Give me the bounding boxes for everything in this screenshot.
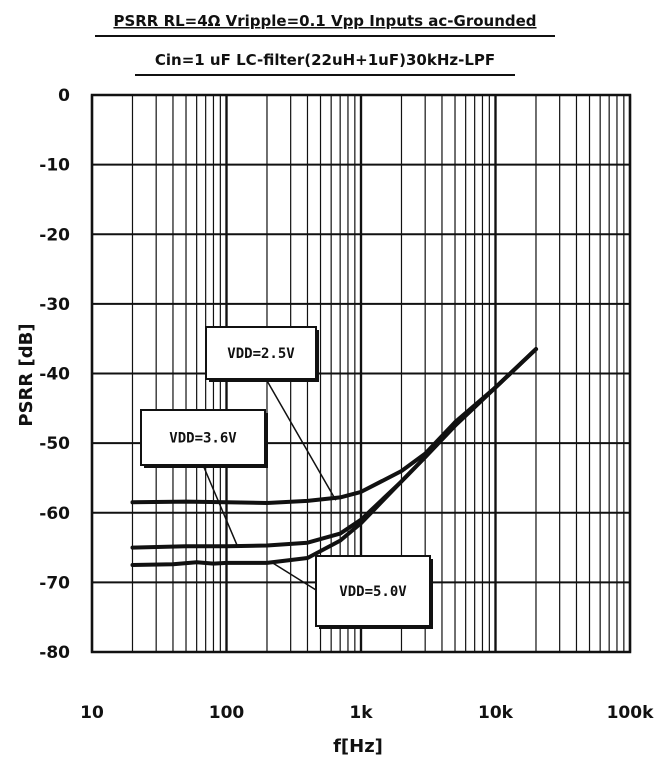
x-tick-label: 1k: [349, 703, 373, 723]
annotation-label: VDD=5.0V: [339, 584, 407, 600]
annotation-leader: [202, 464, 238, 546]
y-tick-label: 0: [58, 86, 70, 106]
annotation-leader: [265, 378, 337, 501]
annotation-box: [140, 409, 266, 466]
x-tick-label: 100k: [607, 703, 654, 723]
chart-title: PSRR RL=4Ω Vripple=0.1 Vpp Inputs ac-Gro…: [113, 12, 536, 30]
x-tick-label: 10: [80, 703, 104, 723]
annotation-label: VDD=3.6V: [169, 431, 237, 447]
annotation-leader: [272, 562, 317, 591]
y-tick-label: -80: [39, 643, 70, 663]
y-tick-label: -30: [39, 295, 70, 315]
annotation-callout: VDD=5.0V: [272, 555, 433, 629]
tick-labels: 0 -10 -20 -30 -40 -50 -60 -70 -80 10 100 1k 10k 100k: [39, 86, 654, 723]
series-lines: [130, 347, 538, 567]
x-tick-label: 10k: [478, 703, 514, 723]
y-tick-label: -70: [39, 573, 70, 593]
chart-subtitle: Cin=1 uF LC-filter(22uH+1uF)30kHz-LPF: [155, 51, 495, 69]
series-line-vdd-2-5v: [130, 347, 538, 505]
series-line-vdd-5-0v: [130, 347, 538, 567]
annotation-box: [205, 326, 317, 380]
annotations: VDD=2.5V VDD=3.6V VDD=5.0V: [140, 326, 433, 629]
annotation-box: [315, 555, 431, 627]
x-tick-label: 100: [209, 703, 245, 723]
y-tick-label: -20: [39, 225, 70, 245]
annotation-label: VDD=2.5V: [227, 346, 295, 362]
y-tick-label: -50: [39, 434, 70, 454]
annotation-callout: VDD=3.6V: [140, 409, 268, 546]
y-axis-label: PSRR [dB]: [16, 323, 37, 426]
annotation-callout: VDD=2.5V: [205, 326, 337, 501]
y-tick-label: -40: [39, 365, 70, 385]
y-tick-label: -10: [39, 156, 70, 176]
y-tick-label: -60: [39, 504, 70, 524]
x-axis-label: f[Hz]: [333, 736, 383, 757]
